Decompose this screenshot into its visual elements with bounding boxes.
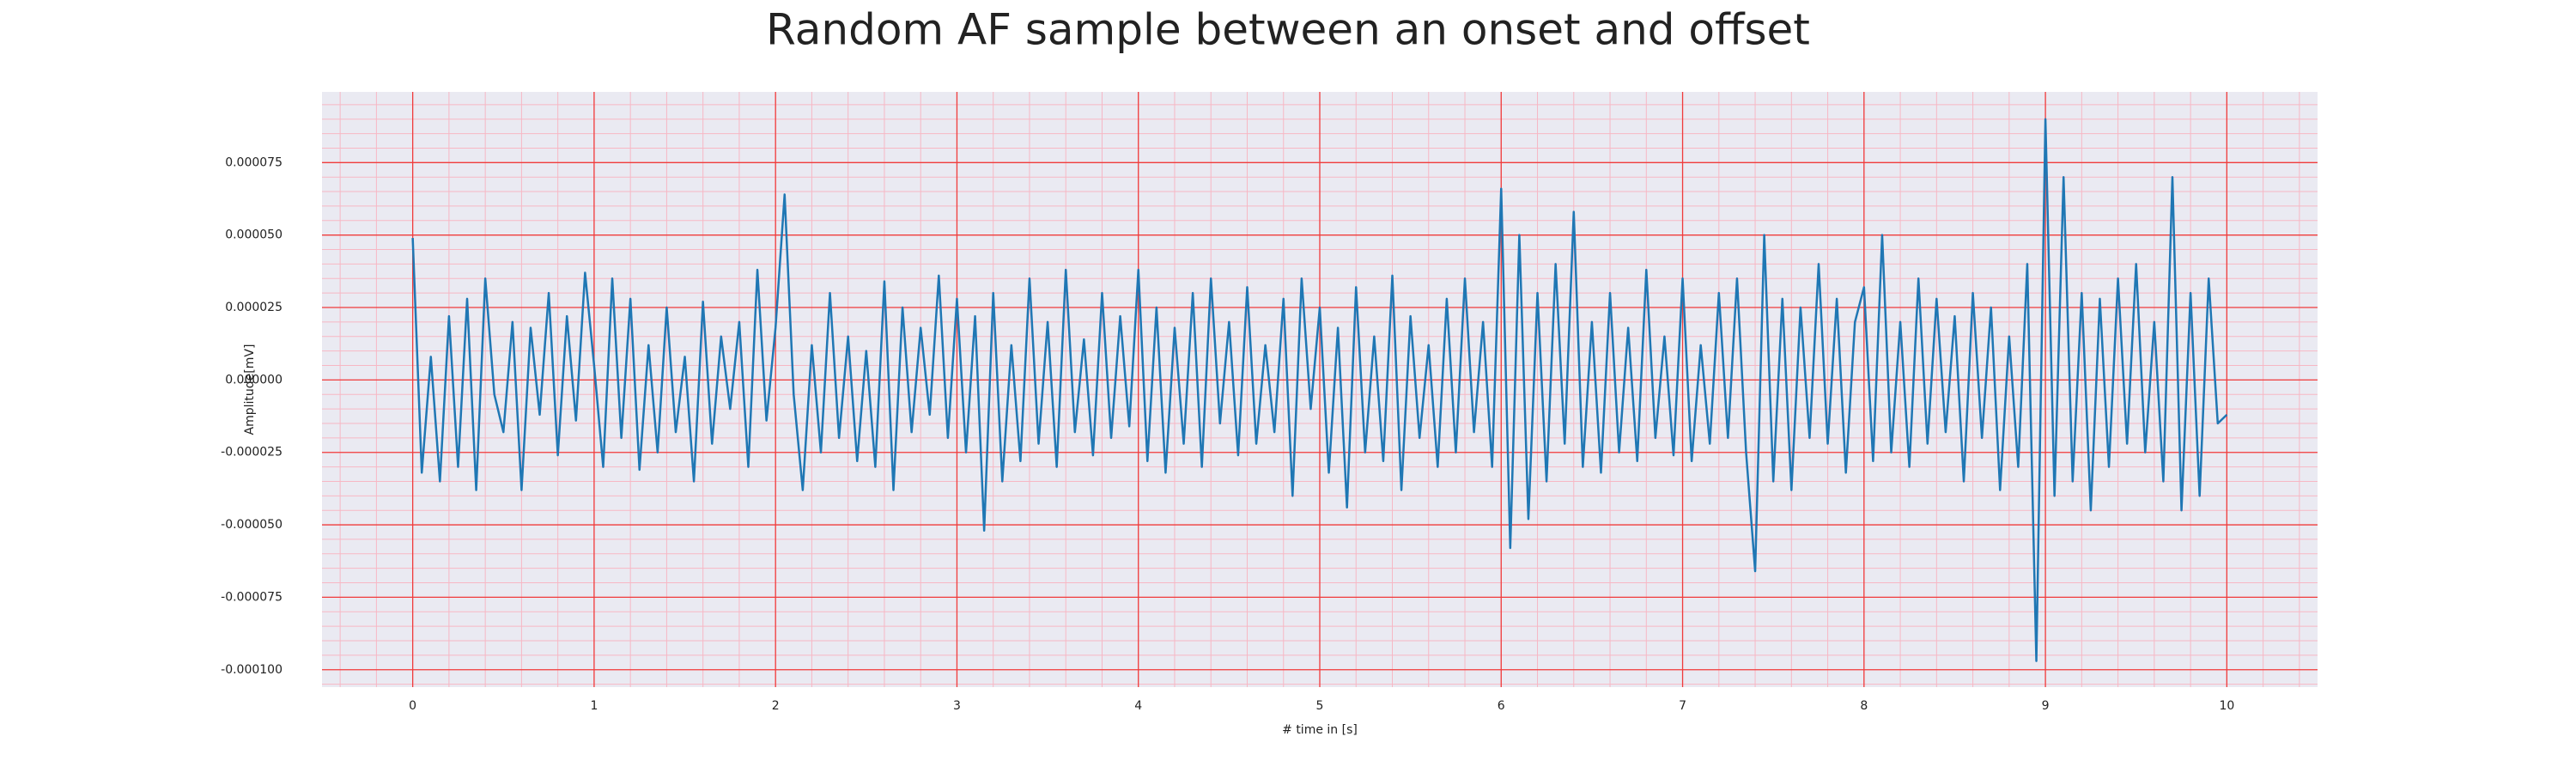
y-tick-label: -0.000050 xyxy=(221,518,283,532)
x-tick-label: 10 xyxy=(2219,699,2234,713)
chart-title: Random AF sample between an onset and of… xyxy=(766,5,1810,55)
x-tick-label: 2 xyxy=(772,699,780,713)
y-axis-label: Amplitude[mV] xyxy=(243,344,257,435)
x-tick-label: 0 xyxy=(409,699,416,713)
y-tick-label: -0.000075 xyxy=(221,590,283,604)
x-tick-label: 3 xyxy=(953,699,961,713)
x-tick-label: 6 xyxy=(1498,699,1505,713)
x-tick-label: 7 xyxy=(1679,699,1686,713)
x-tick-label: 8 xyxy=(1860,699,1868,713)
x-tick-label: 1 xyxy=(590,699,598,713)
y-tick-label: -0.000025 xyxy=(221,446,283,460)
x-tick-label: 5 xyxy=(1316,699,1324,713)
y-tick-label: 0.000000 xyxy=(225,373,283,386)
x-axis-label: # time in [s] xyxy=(1282,723,1358,737)
y-tick-label: 0.000025 xyxy=(225,301,283,314)
y-tick-label: 0.000075 xyxy=(225,155,283,169)
x-tick-label: 4 xyxy=(1134,699,1142,713)
signal-line xyxy=(411,118,2228,662)
x-tick-label: 9 xyxy=(2042,699,2050,713)
y-tick-label: -0.000100 xyxy=(221,663,283,677)
y-tick-label: 0.000050 xyxy=(225,228,283,242)
